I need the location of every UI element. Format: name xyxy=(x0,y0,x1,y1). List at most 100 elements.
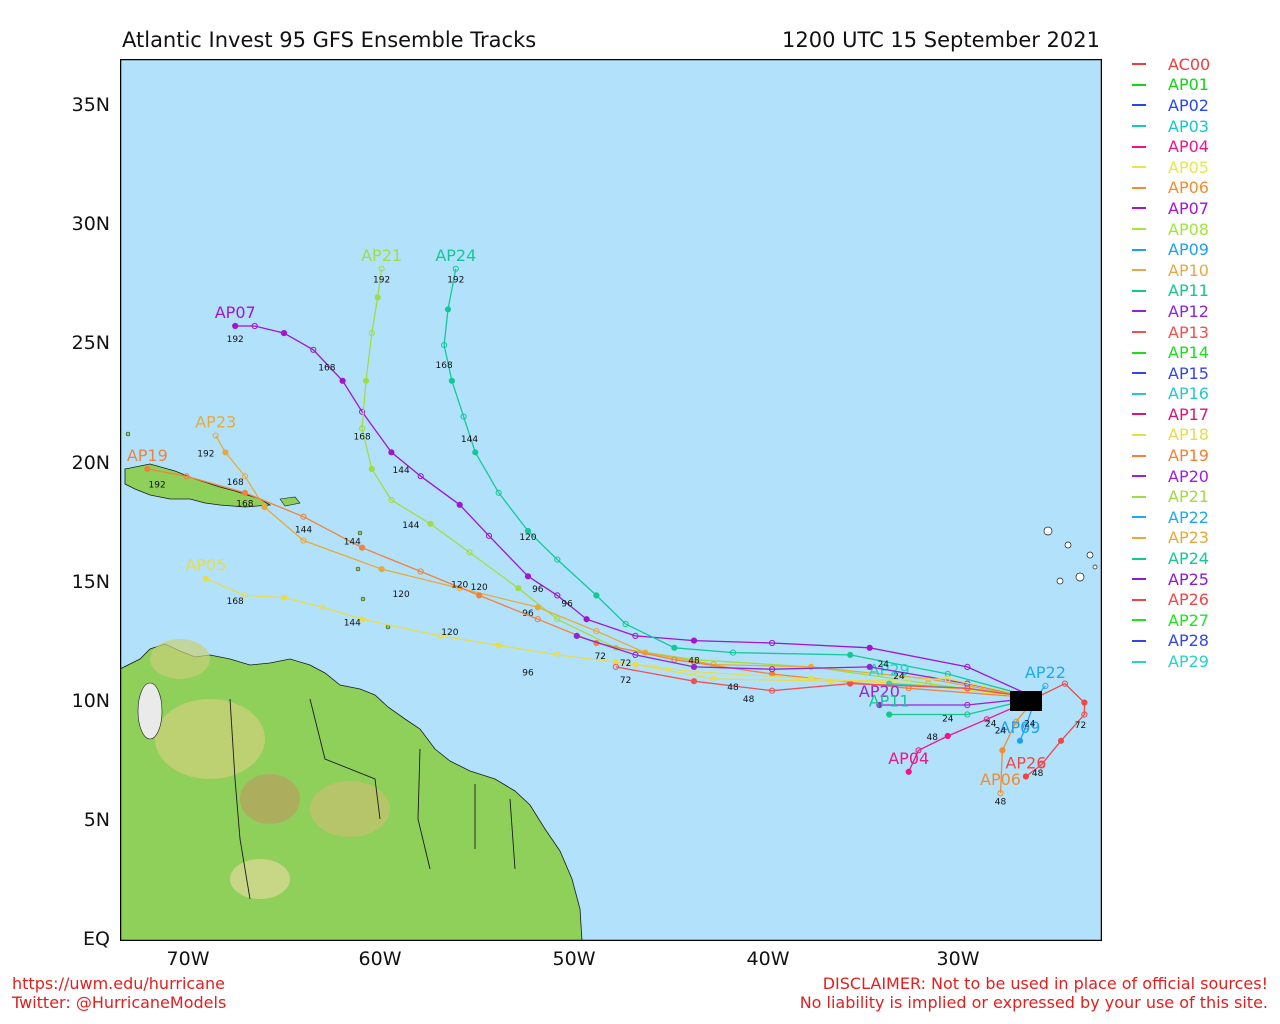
legend-swatch xyxy=(1132,248,1146,251)
track-point xyxy=(359,544,366,551)
legend-swatch xyxy=(1132,207,1146,210)
track-point xyxy=(202,575,210,582)
legend-label: AP07 xyxy=(1168,198,1209,218)
forecast-hour-label: 48 xyxy=(727,683,739,693)
legend-label: AP10 xyxy=(1168,260,1209,280)
legend-item-ap15: AP15 xyxy=(1132,363,1210,384)
forecast-hour-label: 120 xyxy=(471,583,488,593)
track-point xyxy=(1081,699,1088,706)
track-end-label: AP23 xyxy=(195,413,236,432)
disclaimer-line-2: No liability is implied or expressed by … xyxy=(799,993,1268,1012)
forecast-hour-label: 144 xyxy=(344,538,361,548)
track-point xyxy=(593,628,600,635)
map-title: Atlantic Invest 95 GFS Ensemble Tracks xyxy=(122,28,537,52)
track-line xyxy=(235,325,1036,699)
footer-url[interactable]: https://uwm.edu/hurricane xyxy=(12,974,225,993)
legend: AC00 AP01 AP02 AP03 AP04 AP05 AP06 AP07 AP08 AP09… xyxy=(1132,54,1210,672)
legend-item-ap14: AP14 xyxy=(1132,342,1210,363)
track-point xyxy=(632,632,639,640)
legend-label: AP01 xyxy=(1168,75,1209,95)
ensemble-tracks: 96144168192AP0796120144168192AP241201441… xyxy=(127,246,1088,807)
legend-item-ap20: AP20 xyxy=(1132,466,1210,487)
track-point xyxy=(241,592,249,599)
track-point xyxy=(622,620,629,628)
legend-item-ap29: AP29 xyxy=(1132,651,1210,672)
legend-item-ap10: AP10 xyxy=(1132,260,1210,281)
island xyxy=(360,596,366,602)
track-point xyxy=(847,651,854,659)
forecast-hour-label: 192 xyxy=(373,275,390,285)
highland-5 xyxy=(150,639,210,679)
forecast-hour-label: 24 xyxy=(985,720,997,730)
forecast-hour-label: 24 xyxy=(995,727,1007,737)
legend-item-ac00: AC00 xyxy=(1132,54,1210,75)
track-point xyxy=(690,637,698,644)
legend-item-ap05: AP05 xyxy=(1132,157,1210,178)
track-point xyxy=(554,592,561,599)
legend-swatch xyxy=(1132,310,1146,313)
legend-swatch xyxy=(1132,475,1146,478)
track-end-label: AP20 xyxy=(859,682,900,701)
disclaimer-line-1: DISCLAIMER: Not to be used in place of o… xyxy=(822,974,1268,993)
track-ap05: 72 96 120 144 168 AP05 xyxy=(185,556,1039,702)
track-point xyxy=(485,532,493,539)
track-point xyxy=(769,687,776,694)
legend-item-ap17: AP17 xyxy=(1132,404,1210,425)
forecast-hour-label: 48 xyxy=(1032,769,1044,779)
track-point xyxy=(232,322,239,330)
lake-maracaibo xyxy=(137,682,163,740)
track-point xyxy=(1061,680,1069,687)
legend-swatch xyxy=(1132,536,1146,539)
forecast-hour-label: 192 xyxy=(227,335,244,345)
track-point xyxy=(964,685,971,692)
track-point xyxy=(310,346,317,353)
legend-label: AP11 xyxy=(1168,281,1209,301)
track-point xyxy=(441,342,448,349)
country-borders xyxy=(229,698,516,900)
track-end-label: AP09 xyxy=(1000,718,1041,737)
x-label-40w: 40W xyxy=(746,948,790,970)
legend-swatch xyxy=(1132,639,1146,642)
legend-item-ap04: AP04 xyxy=(1132,136,1210,157)
island xyxy=(355,566,361,572)
track-point xyxy=(690,678,698,685)
track-point xyxy=(378,265,385,272)
forecast-hour-label: 168 xyxy=(436,361,453,371)
footer-left: https://uwm.edu/hurricane Twitter: @Hurr… xyxy=(12,974,226,1012)
y-label-eq: EQ xyxy=(83,928,110,950)
forecast-hour-label: 144 xyxy=(393,466,410,476)
legend-item-ap07: AP07 xyxy=(1132,198,1210,219)
forecast-hour-label: 24 xyxy=(942,715,954,725)
track-point xyxy=(1013,718,1020,725)
track-point xyxy=(144,465,151,473)
legend-label: AP27 xyxy=(1168,610,1209,630)
legend-item-ap19: AP19 xyxy=(1132,445,1210,466)
track-point xyxy=(378,566,385,573)
current-position-marker xyxy=(1010,691,1042,711)
forecast-hour-label: 24 xyxy=(1024,720,1036,730)
track-point xyxy=(524,527,532,535)
legend-item-ap08: AP08 xyxy=(1132,219,1210,240)
forecast-hour-label: 72 xyxy=(1075,721,1086,731)
track-point xyxy=(300,537,307,544)
track-point xyxy=(495,642,502,649)
track-point xyxy=(866,644,873,651)
track-point xyxy=(280,594,288,601)
legend-swatch xyxy=(1132,145,1146,148)
footer-right: DISCLAIMER: Not to be used in place of o… xyxy=(800,974,1268,1012)
legend-item-ap16: AP16 xyxy=(1132,384,1210,405)
track-point xyxy=(319,604,327,611)
track-point xyxy=(554,616,561,623)
track-point xyxy=(573,632,580,640)
legend-swatch xyxy=(1132,351,1146,354)
track-point xyxy=(827,678,834,685)
forecast-hour-label: 168 xyxy=(318,364,335,374)
track-point xyxy=(915,747,922,754)
forecast-hour-label: 24 xyxy=(893,672,905,682)
legend-swatch xyxy=(1132,269,1146,272)
forecast-hour-label: 168 xyxy=(236,499,253,509)
legend-item-ap12: AP12 xyxy=(1132,301,1210,322)
track-point xyxy=(241,473,249,480)
forecast-hour-label: 48 xyxy=(743,695,755,705)
forecast-hour-label: 192 xyxy=(197,449,214,459)
